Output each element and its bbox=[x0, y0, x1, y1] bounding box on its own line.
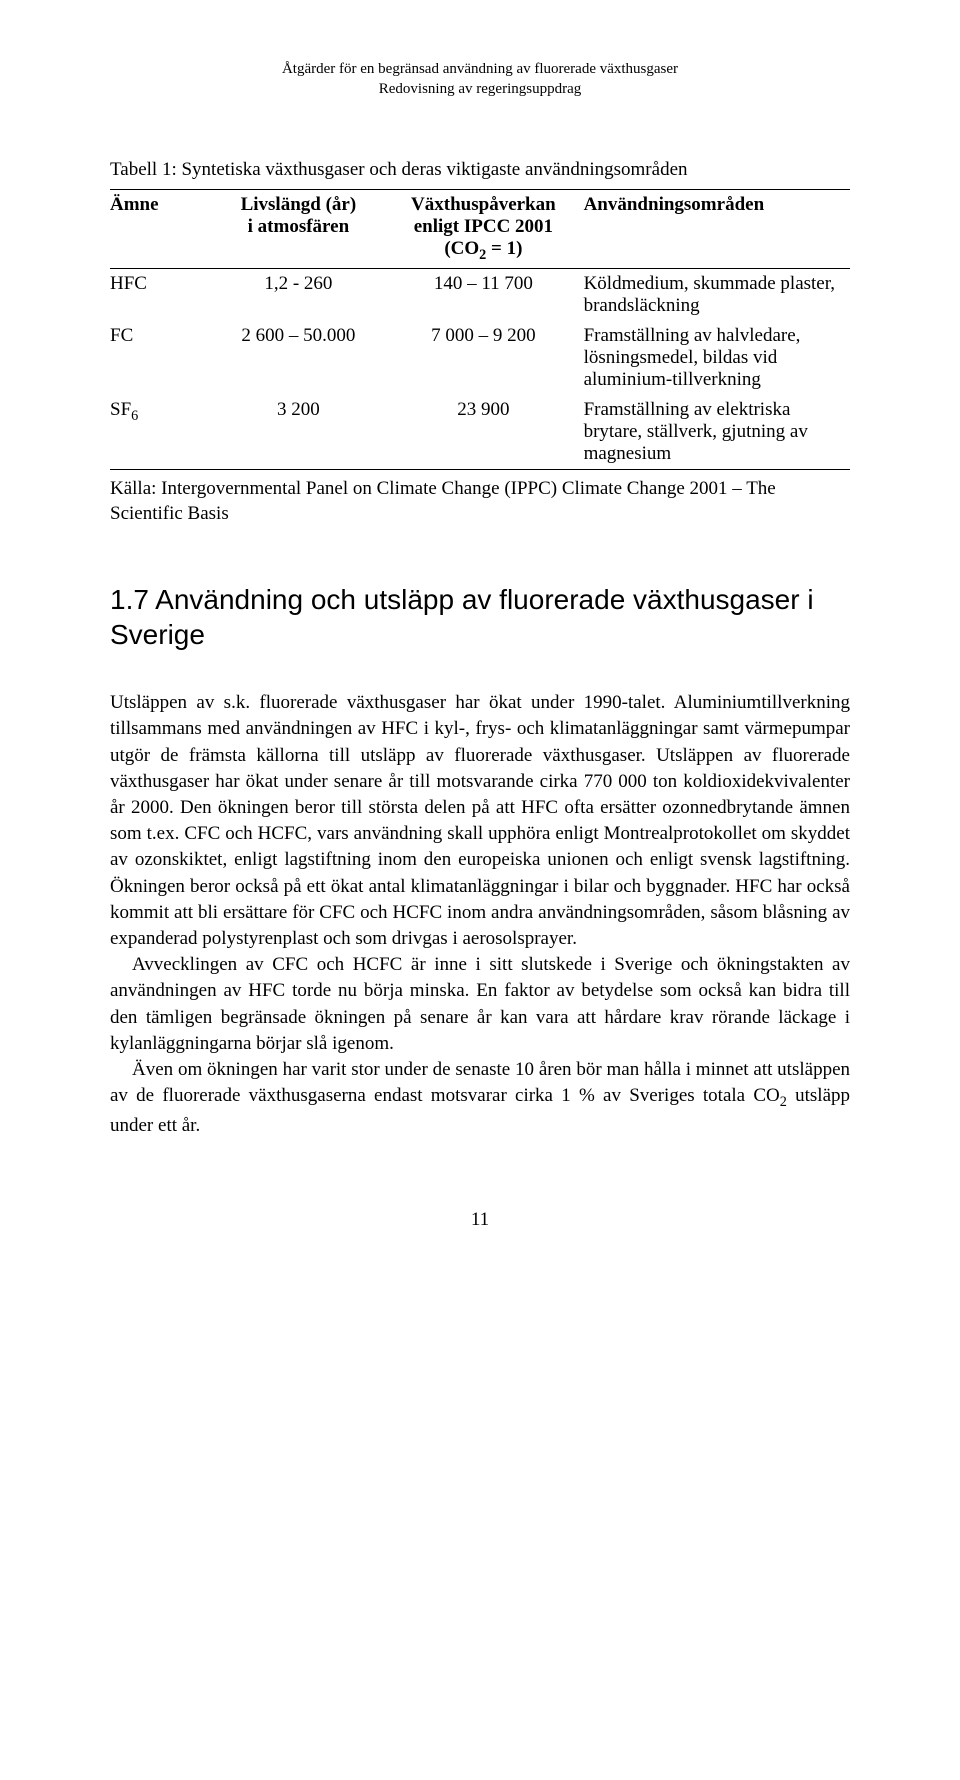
table-row: FC 2 600 – 50.000 7 000 – 9 200 Framstäl… bbox=[110, 321, 850, 395]
paragraph-3: Även om ökningen har varit stor under de… bbox=[110, 1057, 850, 1139]
cell-vaxt: 23 900 bbox=[391, 395, 583, 470]
table-caption: Tabell 1: Syntetiska växthusgaser och de… bbox=[110, 159, 850, 181]
col2-l1: Livslängd (år) bbox=[241, 194, 357, 215]
cell-liv: 3 200 bbox=[214, 395, 392, 470]
sf-pre: SF bbox=[110, 399, 131, 420]
col3-l3b: = 1) bbox=[486, 238, 522, 259]
col2-l2: i atmosfären bbox=[248, 216, 350, 237]
gases-table: Ämne Livslängd (år) i atmosfären Växthus… bbox=[110, 189, 850, 470]
col-amne: Ämne bbox=[110, 190, 214, 269]
cell-amne: SF6 bbox=[110, 395, 214, 470]
table-row: SF6 3 200 23 900 Framställning av elektr… bbox=[110, 395, 850, 470]
page-header: Åtgärder för en begränsad användning av … bbox=[110, 60, 850, 99]
table-header-row: Ämne Livslängd (år) i atmosfären Växthus… bbox=[110, 190, 850, 269]
cell-vaxt: 140 – 11 700 bbox=[391, 268, 583, 321]
col3-l2: enligt IPCC 2001 bbox=[414, 216, 553, 237]
paragraph-2: Avvecklingen av CFC och HCFC är inne i s… bbox=[110, 952, 850, 1057]
col3-l3a: (CO bbox=[444, 238, 479, 259]
cell-amne: FC bbox=[110, 321, 214, 395]
p3-a: Även om ökningen har varit stor under de… bbox=[110, 1059, 850, 1106]
table-row: HFC 1,2 - 260 140 – 11 700 Köldmedium, s… bbox=[110, 268, 850, 321]
cell-vaxt: 7 000 – 9 200 bbox=[391, 321, 583, 395]
sf-sub: 6 bbox=[131, 408, 138, 424]
paragraph-1: Utsläppen av s.k. fluorerade växthusgase… bbox=[110, 690, 850, 952]
header-line-2: Redovisning av regeringsuppdrag bbox=[110, 80, 850, 100]
cell-liv: 1,2 - 260 bbox=[214, 268, 392, 321]
table-source: Källa: Intergovernmental Panel on Climat… bbox=[110, 476, 850, 527]
cell-anv: Framställning av elektriska brytare, stä… bbox=[584, 395, 850, 470]
cell-anv: Framställning av halvledare, lösningsmed… bbox=[584, 321, 850, 395]
col-livslangd: Livslängd (år) i atmosfären bbox=[214, 190, 392, 269]
section-heading: 1.7 Användning och utsläpp av fluorerade… bbox=[110, 582, 850, 652]
col-vaxthuspaverkan: Växthuspåverkan enligt IPCC 2001 (CO2 = … bbox=[391, 190, 583, 269]
p3-sub: 2 bbox=[780, 1094, 787, 1110]
page-number: 11 bbox=[110, 1209, 850, 1231]
cell-anv: Köldmedium, skummade plaster, brandsläck… bbox=[584, 268, 850, 321]
col-anvandning: Användningsområden bbox=[584, 190, 850, 269]
cell-amne: HFC bbox=[110, 268, 214, 321]
header-line-1: Åtgärder för en begränsad användning av … bbox=[110, 60, 850, 80]
cell-liv: 2 600 – 50.000 bbox=[214, 321, 392, 395]
col3-l1: Växthuspåverkan bbox=[411, 194, 556, 215]
